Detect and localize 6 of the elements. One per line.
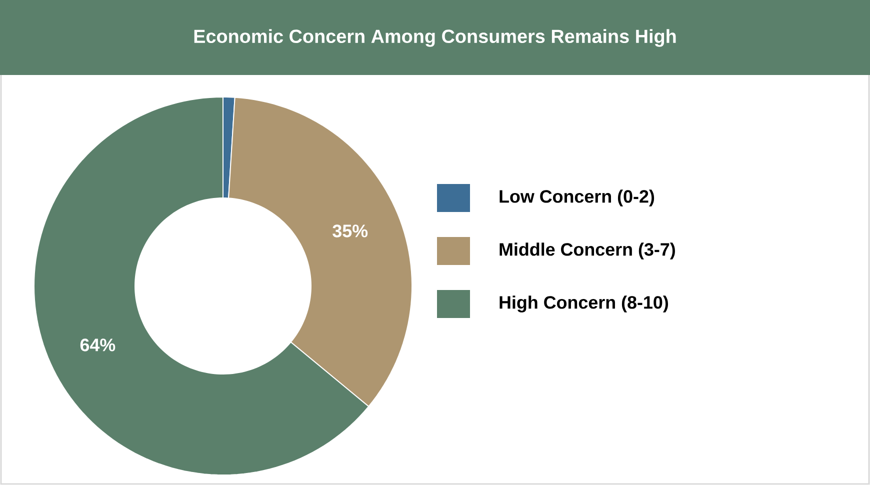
legend-label: High Concern (8-10) <box>500 296 668 313</box>
data-label: 64% <box>80 338 116 352</box>
legend-label: Middle Concern (3-7) <box>500 242 675 260</box>
chart-title: Economic Concern Among Consumers Remains High <box>194 29 676 47</box>
data-label: 35% <box>332 224 368 238</box>
legend-label: Low Concern (0-2) <box>500 190 654 206</box>
